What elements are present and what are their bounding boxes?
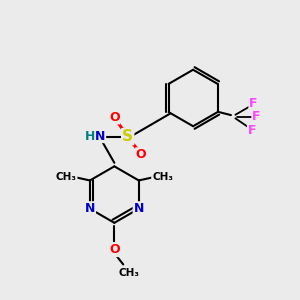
Text: N: N (85, 202, 95, 215)
Text: N: N (134, 202, 144, 215)
Text: O: O (109, 111, 120, 124)
Text: S: S (122, 129, 133, 144)
Text: H: H (85, 130, 95, 142)
Text: O: O (136, 148, 146, 161)
Text: N: N (95, 130, 106, 142)
Text: O: O (109, 243, 120, 256)
Text: CH₃: CH₃ (56, 172, 76, 182)
Text: F: F (248, 124, 256, 137)
Text: CH₃: CH₃ (119, 268, 140, 278)
Text: F: F (252, 110, 260, 123)
Text: F: F (249, 97, 257, 110)
Text: CH₃: CH₃ (152, 172, 173, 182)
